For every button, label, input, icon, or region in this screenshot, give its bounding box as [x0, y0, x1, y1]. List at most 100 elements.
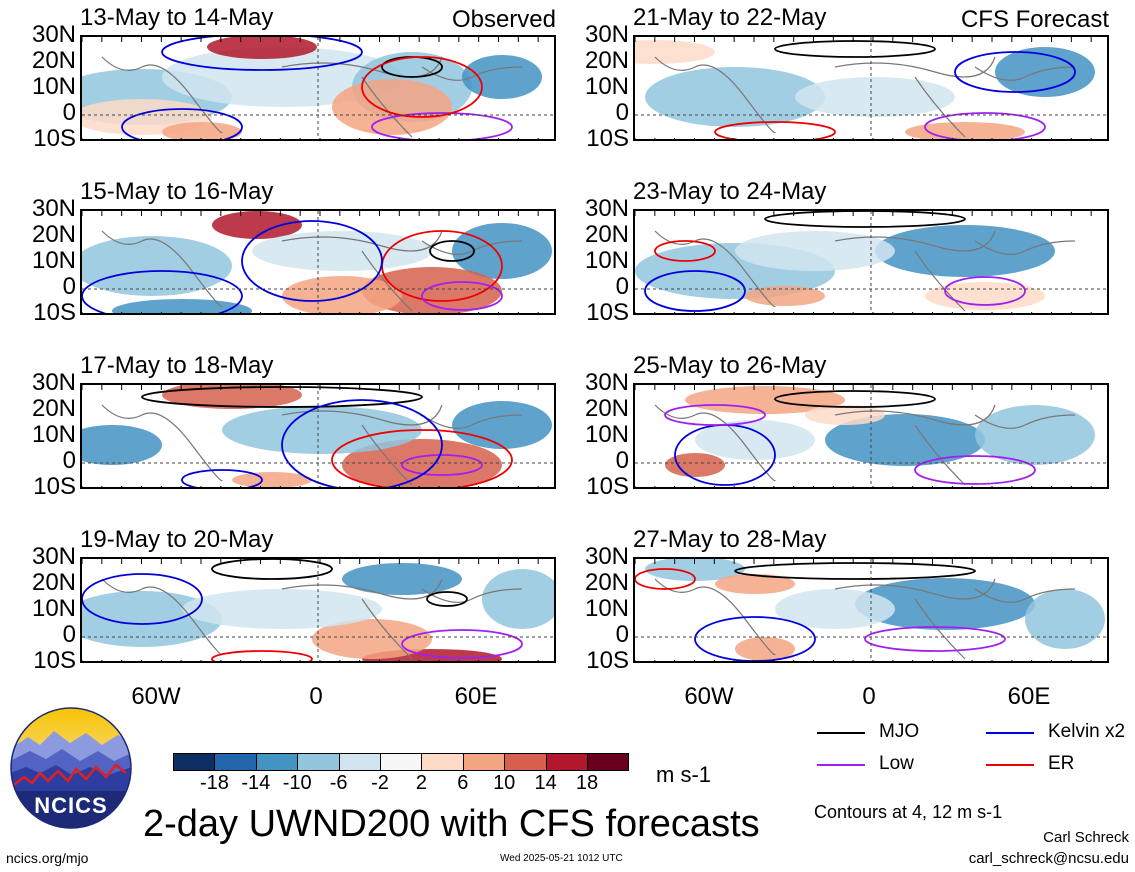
- latitude-label: 30N: [584, 369, 629, 396]
- latitude-label: 20N: [584, 47, 629, 74]
- anomaly-shading: [695, 420, 815, 460]
- contour-line: [694, 616, 816, 661]
- latitude-label: 20N: [584, 569, 629, 596]
- colorbar-swatch: [462, 753, 506, 771]
- colorbar-tick-label: -2: [371, 772, 389, 794]
- latitude-label: 30N: [584, 195, 629, 222]
- contour-line: [141, 386, 423, 408]
- anomaly-shading: [222, 406, 422, 454]
- wind-map-panel: [633, 35, 1109, 141]
- latitude-label: 0: [62, 621, 76, 648]
- latitude-label: 0: [615, 447, 629, 474]
- latitude-label: 10N: [584, 595, 629, 622]
- legend-line: [986, 732, 1034, 734]
- anomaly-shading: [645, 67, 825, 127]
- latitude-label: 30N: [31, 21, 76, 48]
- contour-line: [734, 562, 976, 580]
- latitude-label: 0: [62, 447, 76, 474]
- latitude-label: 0: [615, 99, 629, 126]
- anomaly-shading: [332, 79, 452, 135]
- anomaly-shading: [182, 589, 382, 629]
- colorbar-tick-label: -10: [282, 772, 312, 794]
- latitude-label: 20N: [31, 395, 76, 422]
- coastline: [654, 578, 1076, 660]
- longitude-label: 60W: [131, 683, 181, 710]
- coastline: [654, 230, 1076, 312]
- contour-line: [121, 108, 243, 139]
- latitude-label: 20N: [31, 47, 76, 74]
- contour-line: [82, 270, 243, 313]
- contour-line: [664, 404, 766, 426]
- footer-link[interactable]: ncics.org/mjo: [6, 850, 89, 866]
- colorbar-swatch: [545, 753, 588, 771]
- anomaly-shading: [995, 47, 1095, 97]
- wind-map-panel: [633, 557, 1109, 663]
- contour-line: [241, 220, 383, 302]
- colorbar-swatch: [297, 753, 340, 771]
- contour-line: [426, 591, 468, 607]
- anomaly-shading: [212, 211, 302, 239]
- latitude-label: 10N: [31, 73, 76, 100]
- legend-line: [817, 732, 865, 734]
- latitude-label: 10S: [33, 473, 76, 500]
- anomaly-shading: [795, 77, 955, 117]
- legend-label: Low: [879, 753, 914, 774]
- anomaly-shading: [342, 439, 502, 487]
- anomaly-shading: [805, 405, 885, 425]
- contour-line: [954, 51, 1076, 93]
- panel-title: 27-May to 28-May: [633, 526, 827, 553]
- anomaly-shading: [645, 559, 745, 581]
- coastline: [654, 404, 1076, 486]
- colorbar-swatch: [587, 753, 630, 771]
- anomaly-shading: [112, 299, 252, 313]
- contour-line: [774, 390, 936, 408]
- panel-title: 25-May to 26-May: [633, 352, 827, 379]
- contour-line: [764, 211, 966, 228]
- longitude-label: 60E: [454, 683, 498, 710]
- contour-line: [429, 240, 475, 262]
- latitude-label: 10N: [31, 595, 76, 622]
- contour-line: [644, 270, 746, 312]
- coastline: [101, 56, 523, 138]
- wind-map-panel: [80, 209, 556, 315]
- contour-line: [361, 56, 483, 118]
- colorbar-tick-label: -6: [329, 772, 348, 794]
- latitude-label: 0: [615, 621, 629, 648]
- contour-line: [635, 568, 696, 590]
- anomaly-shading: [82, 236, 232, 296]
- colorbar-swatch: [504, 753, 547, 771]
- latitude-label: 10N: [584, 73, 629, 100]
- contour-line: [371, 112, 513, 139]
- panel-source-label: CFS Forecast: [960, 6, 1109, 33]
- latitude-label: 20N: [584, 395, 629, 422]
- anomaly-shading: [665, 453, 725, 477]
- contour-line: [774, 40, 936, 58]
- contour-line: [914, 455, 1036, 485]
- colorbar-tick-label: 18: [575, 772, 599, 794]
- latitude-label: 10S: [33, 125, 76, 152]
- anomaly-shading: [452, 401, 552, 449]
- anomaly-shading: [745, 286, 825, 306]
- colorbar-swatch: [255, 753, 299, 771]
- contour-line: [924, 112, 1046, 139]
- latitude-label: 10S: [586, 647, 629, 674]
- colorbar-tick-label: -14: [241, 772, 271, 794]
- anomaly-shading: [1025, 589, 1105, 649]
- legend-label: Kelvin x2: [1048, 721, 1126, 742]
- latitude-label: 30N: [31, 195, 76, 222]
- anomaly-shading: [855, 578, 1035, 630]
- wind-map-panel: [633, 209, 1109, 315]
- panel-title: 23-May to 24-May: [633, 178, 827, 205]
- panel-title: 21-May to 22-May: [633, 4, 827, 31]
- contour-line: [281, 399, 443, 487]
- coastline: [101, 404, 523, 486]
- contour-line: [211, 559, 333, 580]
- coastline: [654, 56, 1076, 138]
- anomaly-shading: [735, 637, 795, 661]
- latitude-label: 10S: [586, 299, 629, 326]
- author-email[interactable]: carl_schreck@ncsu.edu: [968, 850, 1129, 867]
- anomaly-shading: [975, 405, 1095, 465]
- colorbar-tick-label: 14: [534, 772, 557, 794]
- latitude-label: 30N: [584, 543, 629, 570]
- colorbar-swatch: [338, 753, 381, 771]
